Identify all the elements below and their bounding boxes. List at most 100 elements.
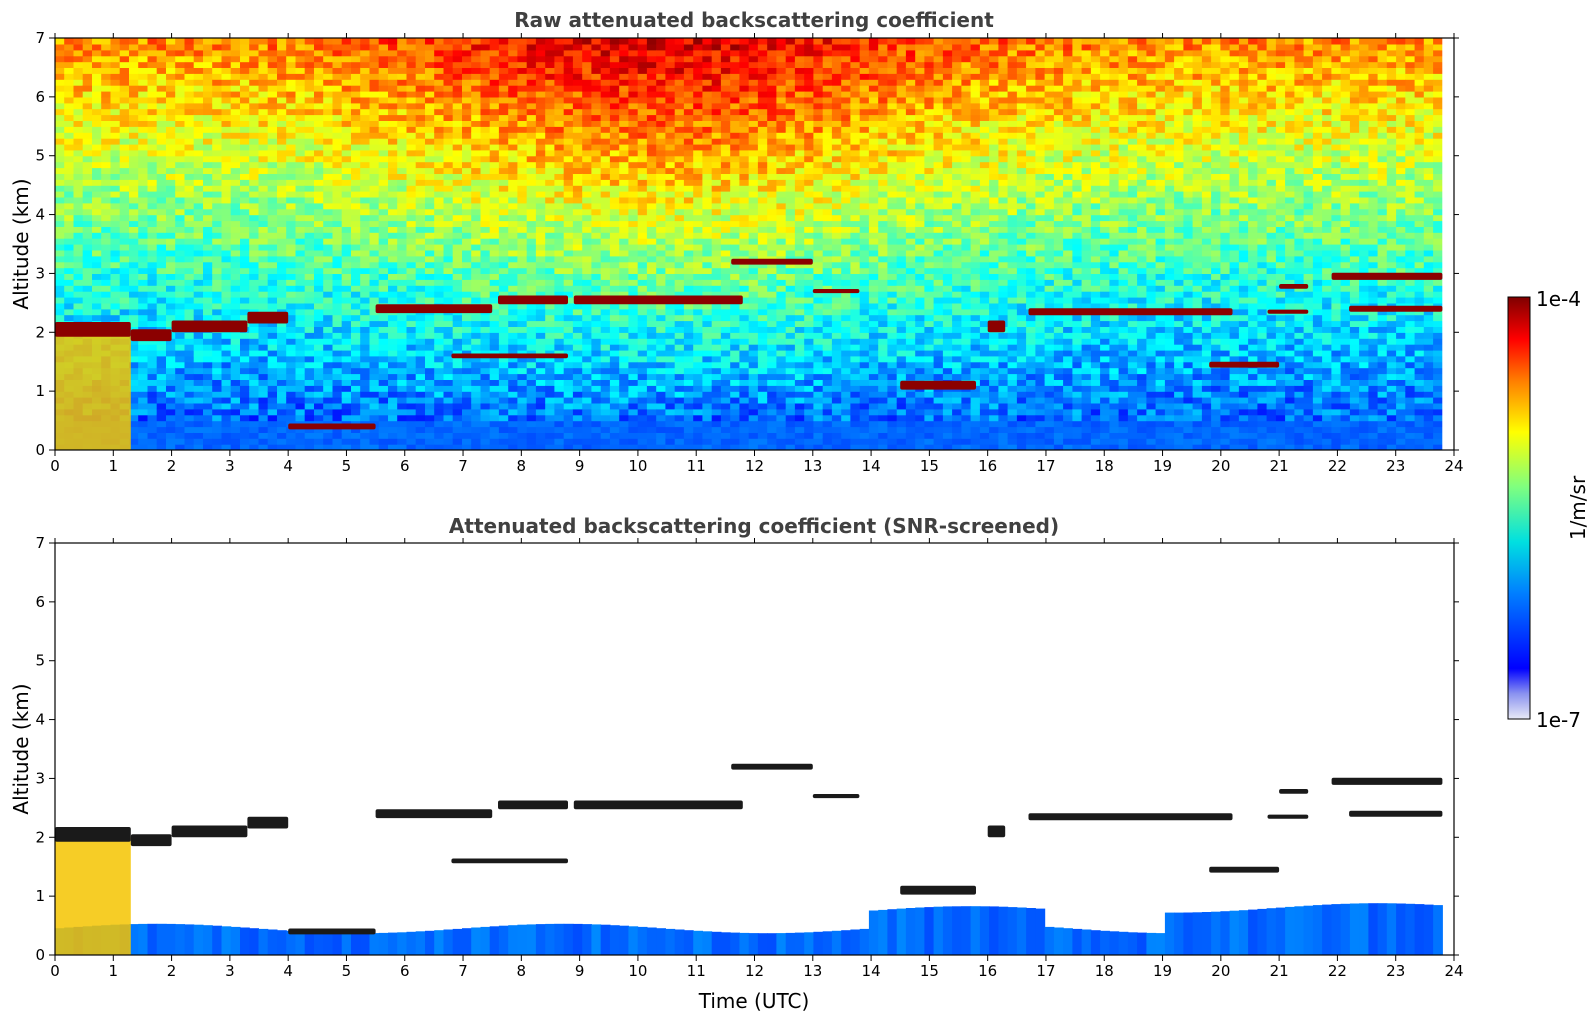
noise-cell [147, 232, 158, 239]
noise-cell [646, 349, 657, 357]
noise-cell [693, 73, 703, 80]
noise-cell [535, 55, 546, 63]
noise-cell [184, 385, 195, 392]
noise-cell [600, 43, 611, 51]
noise-cell [240, 414, 250, 422]
noise-cell [73, 220, 84, 227]
noise-cell [388, 138, 398, 145]
noise-cell [341, 232, 352, 239]
noise-cell [286, 308, 296, 316]
noise-cell [582, 179, 592, 186]
noise-cell [138, 138, 148, 145]
noise-cell [619, 432, 629, 439]
noise-cell [397, 73, 407, 80]
noise-cell [674, 120, 685, 127]
noise-cell [434, 391, 444, 398]
noise-cell [600, 208, 611, 216]
noise-cell [471, 120, 481, 127]
noise-cell [55, 102, 65, 110]
noise-cell [535, 185, 546, 192]
noise-cell [452, 438, 463, 445]
noise-cell [258, 120, 269, 127]
noise-cell [82, 191, 93, 198]
noise-cell [277, 49, 287, 57]
noise-cell [434, 202, 444, 210]
noise-cell [73, 279, 84, 286]
noise-cell [129, 85, 139, 92]
noise-cell [295, 414, 306, 422]
noise-cell [683, 402, 694, 410]
noise-cell [517, 167, 528, 174]
noise-cell [443, 161, 454, 169]
noise-cell [64, 173, 74, 180]
noise-cell [535, 344, 546, 351]
noise-cell [526, 291, 537, 298]
noise-cell [526, 155, 537, 163]
noise-cell [443, 114, 454, 121]
noise-cell [249, 332, 259, 339]
noise-cell [286, 320, 296, 327]
noise-cell [498, 73, 509, 80]
noise-cell [462, 344, 472, 351]
noise-cell [462, 55, 472, 63]
noise-cell [406, 196, 417, 204]
noise-cell [480, 55, 491, 63]
noise-cell [600, 220, 611, 227]
noise-cell [480, 338, 491, 345]
noise-cell [378, 402, 389, 410]
noise-cell [397, 196, 407, 204]
noise-cell [295, 114, 306, 121]
noise-cell [674, 349, 685, 357]
noise-cell [55, 226, 65, 233]
noise-cell [572, 214, 583, 222]
noise-cell [388, 196, 398, 204]
noise-cell [526, 202, 537, 210]
noise-cell [693, 161, 703, 169]
noise-cell [471, 38, 481, 45]
noise-cell [55, 96, 65, 104]
noise-cell [119, 167, 130, 174]
noise-cell [545, 255, 555, 263]
noise-cell [508, 391, 518, 398]
noise-cell [129, 185, 139, 192]
noise-cell [286, 349, 296, 357]
noise-cell [286, 120, 296, 127]
noise-cell [369, 208, 380, 216]
noise-cell [656, 91, 666, 98]
noise-cell [693, 320, 703, 327]
noise-cell [240, 91, 250, 98]
noise-cell [184, 408, 195, 416]
noise-cell [378, 73, 389, 80]
noise-cell [240, 397, 250, 404]
noise-cell [498, 167, 509, 174]
noise-cell [203, 173, 213, 180]
noise-cell [425, 367, 435, 375]
noise-cell [101, 38, 111, 45]
noise-cell [156, 402, 167, 410]
noise-cell [55, 108, 65, 116]
noise-cell [674, 85, 685, 92]
noise-cell [646, 291, 657, 298]
noise-cell [221, 244, 232, 251]
noise-cell [277, 273, 287, 280]
noise-cell [166, 314, 176, 322]
noise-cell [480, 402, 491, 410]
noise-cell [230, 126, 241, 133]
noise-cell [388, 61, 398, 68]
noise-cell [545, 414, 555, 422]
noise-cell [665, 432, 676, 439]
noise-cell [683, 361, 694, 369]
noise-cell [212, 344, 222, 351]
noise-cell [341, 96, 352, 104]
noise-cell [609, 102, 620, 110]
noise-cell [609, 138, 620, 145]
noise-cell [258, 279, 269, 286]
noise-cell [221, 61, 232, 68]
noise-cell [397, 355, 407, 363]
noise-cell [508, 273, 518, 280]
noise-cell [711, 420, 722, 428]
noise-cell [572, 173, 583, 180]
noise-cell [230, 391, 241, 398]
noise-cell [314, 373, 324, 380]
noise-cell [267, 438, 278, 445]
